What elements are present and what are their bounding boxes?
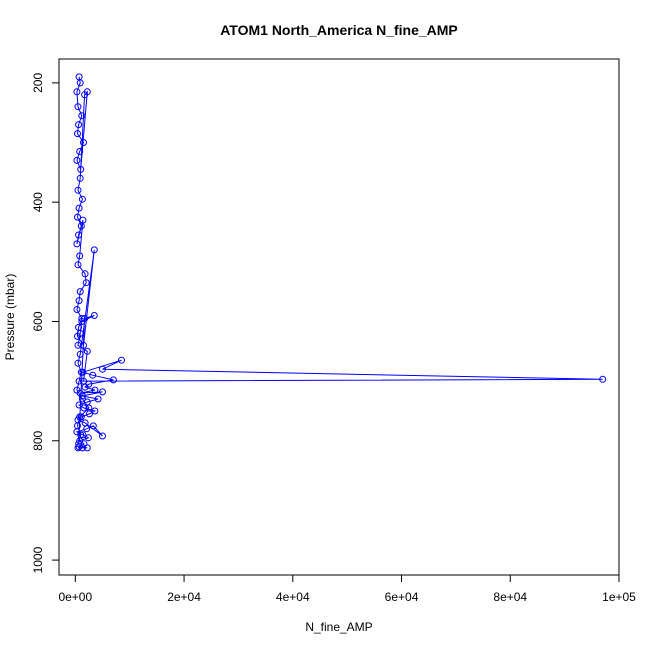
data-point	[76, 174, 84, 182]
data-point	[81, 383, 89, 391]
data-point	[74, 444, 82, 452]
data-point	[77, 165, 85, 173]
data-point	[83, 444, 91, 452]
data-point	[78, 112, 86, 120]
data-point	[85, 410, 93, 418]
data-point	[99, 432, 106, 440]
data-point	[75, 231, 83, 239]
x-tick-label: 6e+04	[385, 590, 419, 604]
data-point	[76, 329, 84, 337]
data-point	[74, 341, 82, 349]
y-tick-label: 1000	[31, 546, 45, 573]
data-point	[74, 130, 81, 138]
data-point	[83, 425, 91, 433]
data-point	[84, 434, 92, 442]
data-point	[78, 392, 86, 400]
data-point	[91, 407, 99, 415]
y-tick-label: 400	[31, 192, 45, 212]
data-point	[83, 398, 91, 406]
data-point	[74, 103, 82, 111]
data-point	[73, 88, 81, 96]
data-point	[118, 356, 125, 364]
data-point	[79, 216, 87, 224]
data-point	[99, 388, 106, 396]
data-point	[75, 297, 83, 305]
data-point	[79, 431, 87, 439]
chart-title: ATOM1 North_America N_fine_AMP	[220, 22, 458, 38]
series-line	[75, 76, 603, 449]
data-point	[79, 368, 87, 376]
data-point	[89, 422, 97, 430]
data-point	[73, 306, 81, 313]
data-point	[94, 395, 102, 403]
data-point	[74, 186, 82, 194]
data-point	[75, 204, 83, 212]
data-point	[75, 443, 83, 451]
data-point	[82, 279, 90, 287]
data-point	[75, 401, 83, 409]
y-tick-label: 800	[31, 430, 45, 450]
x-axis-label: N_fine_AMP	[305, 620, 372, 634]
x-tick-label: 8e+04	[493, 590, 527, 604]
plot-frame	[58, 58, 620, 576]
data-point	[89, 371, 97, 379]
data-point	[76, 79, 84, 87]
data-point	[81, 270, 89, 278]
data-point	[76, 288, 84, 296]
data-point	[75, 121, 83, 129]
data-point	[76, 350, 84, 358]
x-axis: 0e+00 2e+04 4e+04 6e+04 8e+04 1e+05	[58, 574, 636, 604]
data-point	[78, 318, 86, 325]
data-point	[73, 428, 81, 436]
series-layer	[73, 73, 607, 452]
data-point	[91, 386, 99, 394]
data-point	[81, 91, 89, 99]
data-point	[78, 395, 86, 403]
data-point	[80, 404, 88, 412]
data-point	[73, 240, 81, 248]
x-tick-label: 1e+05	[602, 590, 636, 604]
y-axis: 200 400 600 800 1000	[31, 73, 60, 573]
x-tick-label: 4e+04	[276, 590, 310, 604]
data-point	[90, 246, 98, 254]
data-point	[109, 376, 117, 384]
data-point	[80, 139, 87, 146]
data-point	[599, 375, 607, 383]
data-point	[83, 347, 91, 355]
data-point	[73, 156, 81, 164]
x-tick-label: 2e+04	[167, 590, 201, 604]
data-point	[75, 377, 83, 385]
data-point	[74, 416, 82, 424]
data-point	[78, 315, 86, 322]
data-point	[75, 440, 83, 448]
data-point	[74, 359, 82, 367]
data-point	[99, 365, 106, 373]
data-point	[78, 195, 86, 203]
data-point	[90, 312, 98, 319]
data-point	[78, 444, 86, 452]
x-tick-label: 0e+00	[58, 590, 92, 604]
y-axis-label: Pressure (mbar)	[3, 274, 17, 361]
y-tick-label: 200	[31, 73, 45, 93]
data-point	[76, 148, 84, 155]
data-point	[74, 261, 82, 269]
data-point	[76, 252, 84, 260]
data-point	[74, 213, 81, 221]
y-tick-label: 600	[31, 311, 45, 331]
